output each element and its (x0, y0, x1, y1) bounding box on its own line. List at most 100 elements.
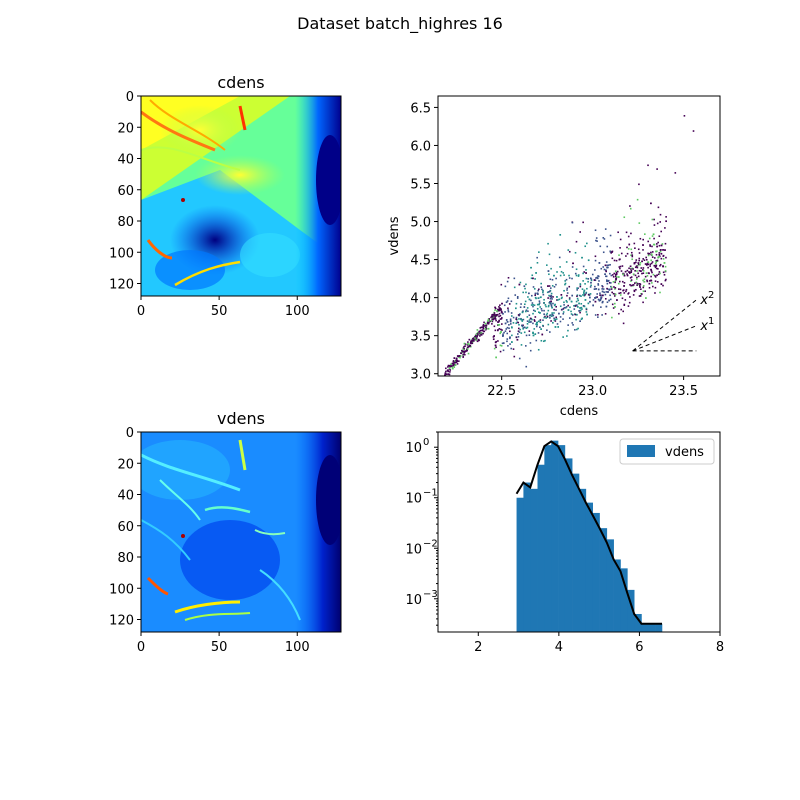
scatter-point (510, 315, 513, 317)
scatter-point (506, 326, 509, 329)
scatter-point (474, 337, 477, 340)
scatter-point (539, 306, 542, 308)
scatter-point (540, 308, 543, 310)
scatter-point (601, 288, 603, 290)
scatter-point (614, 287, 617, 289)
scatter-point (534, 292, 537, 295)
scatter-point (550, 320, 552, 322)
scatter-point (492, 338, 495, 341)
scatter-point (616, 270, 619, 273)
scatter-point (613, 272, 616, 275)
scatter-point (554, 320, 557, 322)
scatter-point (493, 325, 496, 328)
scatter-point (551, 298, 553, 300)
scatter-point (660, 244, 663, 247)
scatter-point (490, 320, 493, 322)
scatter-point (494, 306, 496, 309)
histogram-xtick-label: 8 (716, 640, 724, 655)
scatter-point (497, 321, 499, 323)
scatter-point (504, 330, 507, 332)
scatter-point (594, 269, 596, 271)
scatter-point (526, 326, 529, 329)
scatter-point (630, 271, 633, 274)
scatter-point (553, 312, 555, 314)
scatter-point (471, 342, 474, 345)
cdens-ytick-label: 40 (117, 153, 134, 168)
scatter-point (444, 373, 446, 376)
scatter-point (494, 315, 496, 318)
scatter-point (651, 218, 654, 221)
scatter-point (480, 326, 483, 329)
histogram-bar (641, 623, 649, 632)
scatter-point (600, 267, 603, 270)
scatter-point (559, 234, 562, 236)
scatter-point (501, 335, 504, 337)
scatter-point (575, 318, 577, 321)
scatter-point (662, 258, 665, 260)
scatter-point (650, 202, 652, 205)
scatter-point (651, 261, 654, 263)
scatter-point (630, 254, 632, 257)
scatter-point (573, 308, 576, 310)
scatter-point (644, 233, 646, 235)
scatter-point (604, 228, 607, 230)
scatter-point (465, 350, 467, 352)
scatter-point (651, 256, 654, 258)
scatter-point (559, 266, 561, 268)
scatter-point (654, 262, 657, 265)
scatter-point (566, 335, 568, 337)
scatter-point (517, 333, 519, 335)
scatter-point (511, 326, 513, 328)
scatter-point (597, 284, 600, 286)
scatter-ytick-label: 4.0 (410, 292, 431, 307)
scatter-ytick-label: 6.0 (410, 139, 431, 154)
scatter-point (653, 243, 656, 246)
scatter-point (571, 314, 574, 316)
scatter-point (475, 339, 478, 341)
scatter-point (584, 299, 587, 301)
scatter-point (607, 280, 609, 282)
scatter-point (655, 260, 658, 262)
scatter-point (597, 283, 600, 285)
scatter-point (524, 287, 526, 290)
scatter-point (642, 258, 645, 260)
scatter-point (623, 292, 626, 294)
scatter-point (550, 315, 553, 317)
scatter-point (503, 331, 505, 334)
scatter-point (528, 298, 531, 301)
scatter-point (519, 328, 521, 331)
scatter-point (600, 296, 602, 298)
scatter-point (639, 295, 642, 297)
scatter-point (533, 304, 536, 307)
scatter-point (637, 262, 640, 264)
scatter-point (653, 257, 656, 259)
scatter-point (553, 304, 556, 307)
cdens-ytick-label: 100 (109, 246, 134, 261)
scatter-point (591, 273, 594, 276)
scatter-point (582, 294, 584, 296)
scatter-point (597, 313, 599, 316)
scatter-point (628, 272, 631, 274)
scatter-point (557, 326, 560, 328)
scatter-point (525, 309, 528, 312)
scatter-point (510, 300, 513, 303)
histogram-bar (599, 528, 608, 632)
scatter-point (522, 291, 524, 294)
cdens-xtick-label: 100 (285, 304, 310, 319)
scatter-point (535, 297, 537, 300)
scatter-point (537, 348, 540, 351)
scatter-point (629, 283, 631, 286)
scatter-point (656, 250, 658, 253)
scatter-point (642, 269, 645, 272)
scatter-point (625, 231, 628, 234)
vdens-heatmap-panel: vdens 0 50 100 0 20 40 60 80 100 120 (109, 409, 342, 655)
scatter-point (507, 310, 510, 313)
scatter-point (516, 295, 519, 298)
scatter-point (618, 312, 620, 315)
scatter-point (648, 286, 651, 289)
scatter-point (628, 271, 630, 273)
scatter-point (454, 361, 457, 364)
scatter-point (501, 323, 503, 325)
scatter-point (614, 293, 617, 296)
scatter-point (538, 302, 541, 304)
